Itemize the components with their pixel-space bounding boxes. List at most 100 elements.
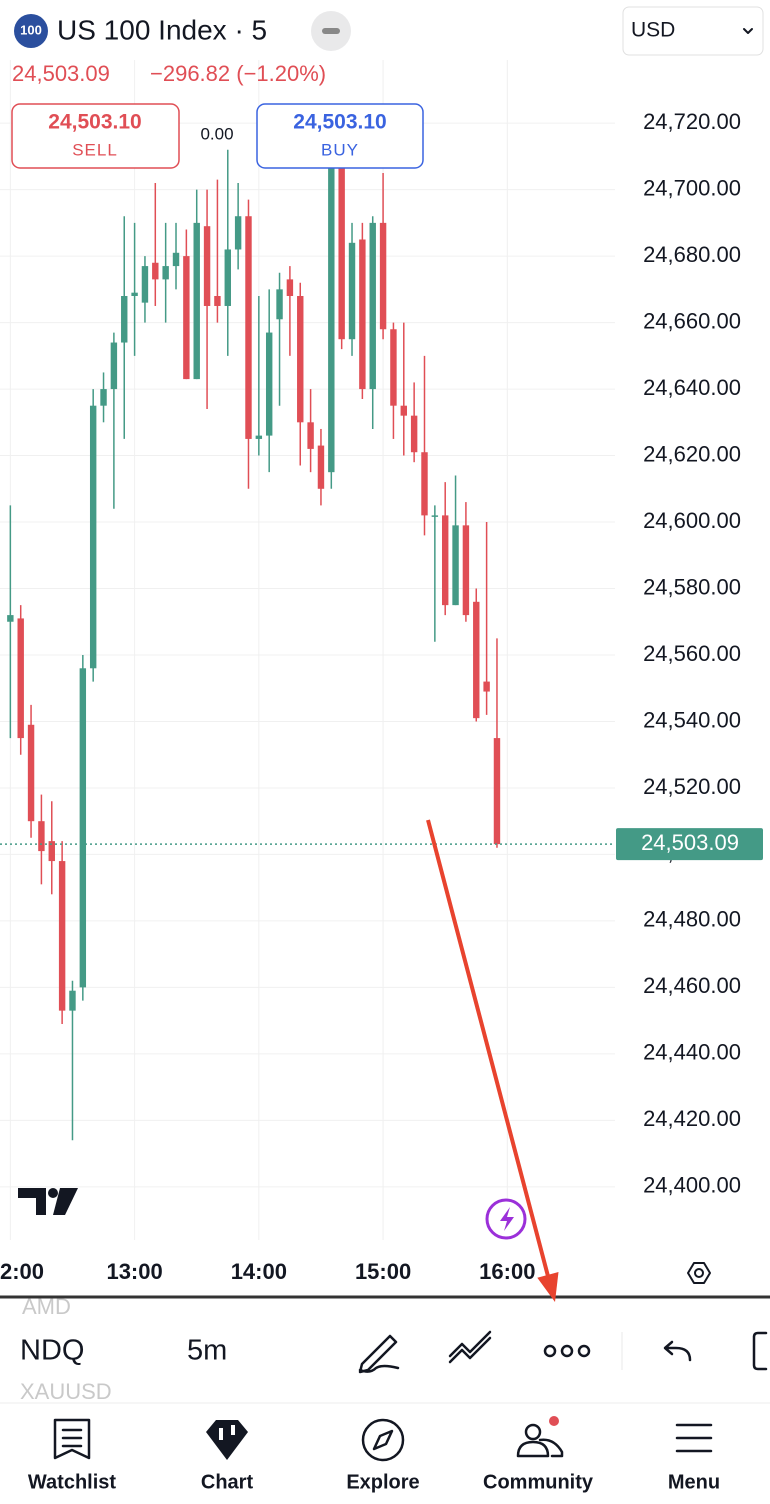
- candle-body: [141, 266, 149, 303]
- nav-label[interactable]: Chart: [201, 1471, 254, 1493]
- sell-price: 24,503.10: [48, 111, 141, 134]
- y-tick-label: 24,440.00: [643, 1040, 741, 1065]
- candle-body: [410, 415, 418, 453]
- candle-body: [421, 452, 428, 516]
- collapse-icon: [322, 28, 340, 34]
- candle-body: [307, 422, 314, 449]
- candle-body: [38, 821, 45, 852]
- y-tick-label: 24,620.00: [643, 441, 741, 466]
- symbol-prev[interactable]: AMD: [22, 1294, 71, 1319]
- candle-body: [89, 405, 97, 669]
- candle-body: [369, 222, 376, 390]
- candle-body: [162, 266, 169, 280]
- menu-icon[interactable]: [675, 1423, 713, 1453]
- candle-body: [328, 156, 335, 473]
- nav-label[interactable]: Explore: [346, 1471, 419, 1493]
- candle-body: [452, 525, 459, 606]
- candle-body: [110, 342, 118, 390]
- nav-label[interactable]: Watchlist: [28, 1471, 116, 1493]
- y-tick-label: 24,480.00: [643, 907, 741, 932]
- candle-body: [121, 296, 128, 343]
- more-button[interactable]: [543, 1344, 591, 1358]
- candle-body: [286, 279, 294, 296]
- y-tick-label: 24,560.00: [643, 641, 741, 666]
- symbol-next[interactable]: XAUUSD: [20, 1379, 112, 1404]
- x-tick-label: 16:00: [479, 1259, 535, 1284]
- candle-body: [245, 216, 252, 439]
- watchlist-icon[interactable]: [53, 1418, 91, 1460]
- candle-body: [317, 445, 325, 489]
- candle-body: [265, 332, 273, 436]
- candle-body: [483, 681, 490, 692]
- buy-price: 24,503.10: [293, 111, 386, 134]
- community-icon[interactable]: [524, 1423, 542, 1441]
- y-tick-label: 24,600.00: [643, 508, 741, 533]
- candle-body: [297, 296, 304, 423]
- candle-body: [100, 389, 107, 406]
- candle-body: [234, 216, 242, 250]
- candle-body: [203, 226, 211, 306]
- chart-icon[interactable]: [206, 1420, 248, 1460]
- currency-text: USD: [631, 19, 675, 42]
- candle-body: [27, 724, 35, 822]
- candle-body: [462, 525, 470, 616]
- y-tick-label: 24,720.00: [643, 109, 741, 134]
- notification-dot: [549, 1416, 559, 1426]
- candle-body: [58, 861, 66, 1011]
- nav-label[interactable]: Menu: [668, 1471, 720, 1493]
- chart-area: 24,720.00 24,700.00 24,680.00 24,660.00 24,6…: [0, 60, 763, 1284]
- candle-body: [400, 405, 407, 416]
- axis-settings-dot: [694, 1268, 704, 1278]
- x-tick-label: 2:00: [0, 1259, 44, 1284]
- draw-tool[interactable]: [358, 1334, 400, 1374]
- y-tick-label: 24,460.00: [643, 973, 741, 998]
- trend-tool[interactable]: [448, 1330, 492, 1364]
- explore-needle: [372, 1429, 394, 1451]
- y-tick-label: 24,420.00: [643, 1106, 741, 1131]
- candle-body: [276, 289, 283, 320]
- nav-label[interactable]: Community: [483, 1471, 594, 1493]
- badge-text: 100: [20, 22, 42, 37]
- candle-body: [431, 515, 439, 517]
- symbol-title[interactable]: US 100 Index · 5: [57, 14, 267, 45]
- x-tick-label: 13:00: [106, 1259, 162, 1284]
- sell-button[interactable]: [11, 103, 180, 169]
- candle-body: [348, 242, 356, 340]
- candle-body: [69, 990, 76, 1011]
- candle-body: [224, 249, 231, 306]
- y-tick-label: 24,520.00: [643, 774, 741, 799]
- axis-settings[interactable]: [687, 1262, 711, 1284]
- y-tick-label: 24,680.00: [643, 242, 741, 267]
- chart-icon-candle: [219, 1428, 223, 1440]
- tv-logo: [18, 1188, 78, 1215]
- y-tick-label: 24,400.00: [643, 1173, 741, 1198]
- candle-body: [338, 163, 345, 340]
- candle-body: [473, 601, 480, 719]
- candle-body: [493, 738, 501, 845]
- buy-button[interactable]: [256, 103, 424, 169]
- chevron: [743, 28, 753, 34]
- explore-icon[interactable]: [361, 1418, 405, 1462]
- fullscreen-button[interactable]: [752, 1331, 768, 1371]
- y-tick-label: 24,660.00: [643, 308, 741, 333]
- x-tick-label: 14:00: [231, 1259, 287, 1284]
- spread: 0.00: [200, 124, 233, 143]
- y-tick-label: 24,580.00: [643, 574, 741, 599]
- lightning-icon: [500, 1207, 514, 1231]
- currency-select[interactable]: [622, 6, 764, 56]
- sell-label: SELL: [72, 140, 118, 159]
- undo-button[interactable]: [663, 1340, 692, 1362]
- candle-body: [255, 435, 263, 439]
- interval[interactable]: 5m: [187, 1335, 227, 1367]
- candle-body: [214, 296, 221, 306]
- y-tick-label: 24,700.00: [643, 175, 741, 200]
- buy-label: BUY: [321, 140, 359, 159]
- symbol-current[interactable]: NDQ: [20, 1335, 84, 1367]
- candle-body: [379, 222, 387, 330]
- symbol-badge: [14, 14, 48, 48]
- price-change: −296.82 (−1.20%): [150, 61, 326, 86]
- candle-body: [390, 329, 397, 406]
- y-tick-label: 24,640.00: [643, 375, 741, 400]
- candle-body: [79, 668, 87, 988]
